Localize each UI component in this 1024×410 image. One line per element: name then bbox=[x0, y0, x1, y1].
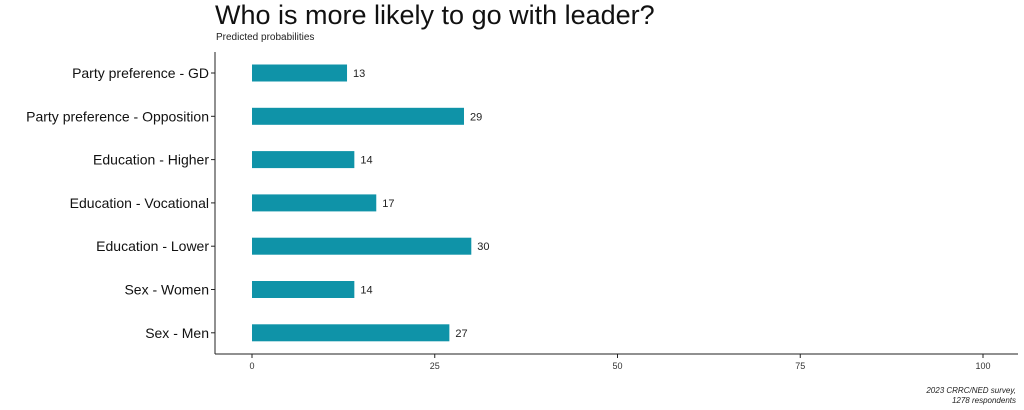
x-tick-label: 25 bbox=[430, 361, 440, 371]
category-label: Party preference - GD bbox=[72, 65, 209, 81]
value-label: 29 bbox=[470, 111, 482, 123]
x-tick-label: 50 bbox=[612, 361, 622, 371]
bar bbox=[252, 194, 377, 212]
category-label: Party preference - Opposition bbox=[26, 108, 209, 124]
category-label: Education - Vocational bbox=[70, 195, 209, 211]
bar bbox=[252, 107, 464, 125]
value-label: 27 bbox=[455, 328, 467, 340]
value-label: 14 bbox=[360, 155, 372, 167]
bar bbox=[252, 237, 472, 255]
value-label: 30 bbox=[477, 241, 489, 253]
bar bbox=[252, 324, 450, 342]
value-label: 14 bbox=[360, 285, 372, 297]
bar bbox=[252, 281, 355, 298]
chart-caption: 2023 CRRC/NED survey, 1278 respondents bbox=[926, 386, 1016, 406]
x-tick-label: 0 bbox=[249, 361, 254, 371]
value-label: 17 bbox=[382, 198, 394, 210]
caption-line: 2023 CRRC/NED survey, bbox=[926, 386, 1016, 395]
bar bbox=[252, 64, 348, 82]
x-tick-label: 75 bbox=[795, 361, 805, 371]
category-label: Sex - Women bbox=[124, 282, 209, 298]
category-label: Sex - Men bbox=[145, 325, 209, 341]
x-tick-label: 100 bbox=[975, 361, 990, 371]
x-axis-ticks: 0 25 50 75 100 bbox=[249, 354, 991, 371]
chart-subtitle: Predicted probabilities bbox=[216, 32, 315, 43]
chart-axes bbox=[211, 52, 1018, 355]
category-label: Education - Lower bbox=[96, 238, 209, 254]
chart-title: Who is more likely to go with leader? bbox=[215, 0, 655, 30]
value-labels: 13 29 14 17 30 14 27 bbox=[353, 68, 490, 340]
bar bbox=[252, 151, 355, 169]
chart-bars bbox=[252, 64, 472, 342]
caption-line: 1278 respondents bbox=[951, 396, 1016, 405]
category-label: Education - Higher bbox=[93, 152, 209, 168]
value-label: 13 bbox=[353, 68, 365, 80]
category-labels: Party preference - GD Party preference - … bbox=[26, 65, 209, 341]
